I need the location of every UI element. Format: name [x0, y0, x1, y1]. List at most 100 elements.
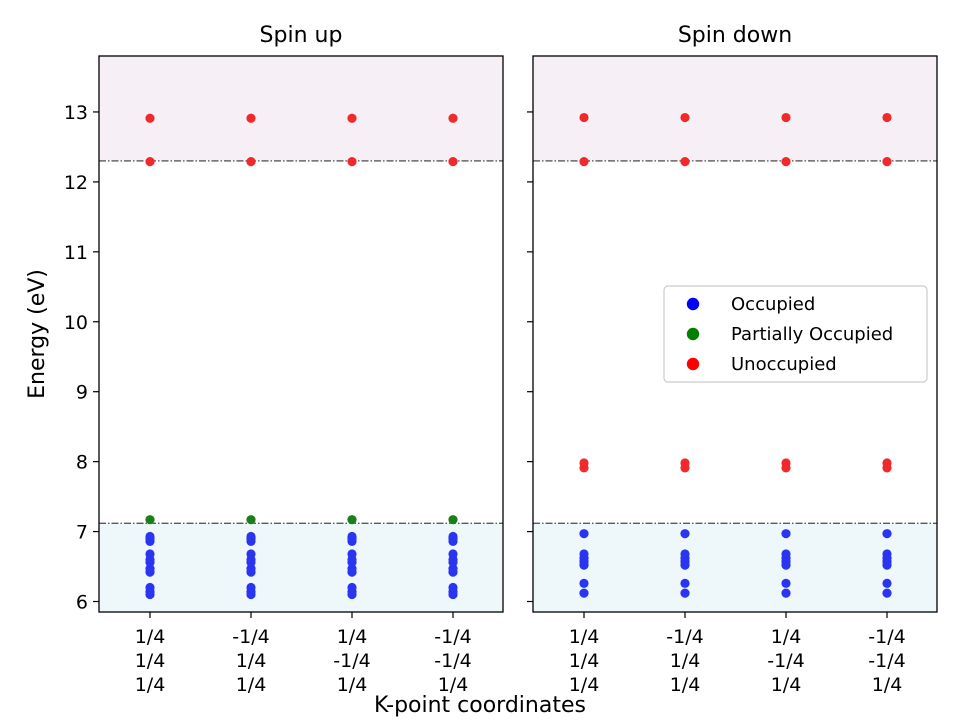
occupied-band	[533, 523, 937, 612]
unoccupied-point	[579, 458, 589, 468]
unoccupied-point	[882, 458, 892, 468]
x-tick-label: 1/4	[771, 674, 802, 696]
x-tick-label: -1/4	[666, 626, 703, 648]
occupied-point	[448, 531, 458, 542]
occupied-point	[448, 564, 458, 574]
x-tick-label: 1/4	[236, 674, 267, 696]
unoccupied-point	[347, 157, 357, 167]
legend-label: Unoccupied	[731, 354, 837, 375]
occupied-point	[145, 582, 155, 593]
unoccupied-point	[579, 157, 589, 167]
y-tick-label: 6	[76, 592, 88, 614]
panel-spin-down: 1/41/41/4-1/41/41/41/4-1/41/4-1/4-1/41/4…	[527, 23, 938, 696]
panel-title: Spin down	[678, 23, 792, 48]
y-tick-label: 11	[64, 242, 88, 264]
occupied-point	[448, 549, 458, 559]
unoccupied-point	[347, 113, 357, 123]
x-tick-label: 1/4	[135, 650, 166, 672]
occupied-point	[882, 529, 892, 539]
unoccupied-point	[680, 112, 690, 123]
partially-occupied-point	[246, 515, 256, 525]
occupied-point	[246, 549, 256, 559]
unoccupied-point	[781, 157, 791, 167]
x-tick-label: -1/4	[434, 626, 471, 648]
unoccupied-point	[882, 157, 892, 167]
y-tick-label: 10	[64, 312, 88, 334]
occupied-point	[680, 529, 690, 539]
x-tick-label: 1/4	[569, 674, 600, 696]
chart-panels: 6789101112131/41/41/4-1/41/41/41/4-1/41/…	[64, 23, 938, 696]
x-tick-label: 1/4	[337, 674, 368, 696]
occupied-point	[680, 588, 690, 598]
x-tick-label: 1/4	[337, 626, 368, 648]
plot-frame	[532, 55, 938, 613]
occupied-point	[246, 582, 256, 593]
panel-spin-up: 6789101112131/41/41/4-1/41/41/41/4-1/41/…	[64, 23, 504, 696]
occupied-point	[882, 588, 892, 598]
x-tick-label: 1/4	[135, 674, 166, 696]
occupied-point	[882, 578, 892, 588]
x-tick-label: 1/4	[135, 626, 166, 648]
x-tick-label: -1/4	[333, 650, 370, 672]
x-tick-label: -1/4	[767, 650, 804, 672]
x-tick-label: 1/4	[670, 650, 701, 672]
occupied-point	[781, 549, 791, 559]
occupied-point	[448, 582, 458, 593]
x-tick-label: -1/4	[868, 650, 905, 672]
unoccupied-point	[448, 157, 458, 167]
y-tick-label: 13	[64, 102, 88, 124]
occupied-point	[781, 529, 791, 539]
x-tick-label: 1/4	[872, 674, 903, 696]
occupied-point	[145, 531, 155, 542]
occupied-point	[579, 529, 589, 539]
x-tick-label: 1/4	[569, 650, 600, 672]
unoccupied-point	[579, 112, 589, 123]
unoccupied-point	[145, 113, 155, 123]
y-tick-label: 8	[76, 452, 88, 474]
occupied-point	[882, 549, 892, 559]
y-tick-label: 9	[76, 382, 88, 404]
plot-frame	[98, 55, 504, 613]
occupied-point	[145, 564, 155, 574]
x-tick-label: -1/4	[434, 650, 471, 672]
legend-marker	[686, 297, 700, 311]
partially-occupied-point	[448, 515, 458, 525]
unoccupied-point	[781, 112, 791, 123]
occupied-point	[680, 578, 690, 588]
occupied-point	[347, 549, 357, 559]
occupied-point	[145, 549, 155, 559]
occupied-point	[579, 578, 589, 588]
partially-occupied-point	[145, 515, 155, 525]
unoccupied-point	[680, 458, 690, 468]
occupied-point	[347, 531, 357, 542]
legend-marker	[686, 357, 700, 371]
legend-box	[663, 285, 928, 383]
unoccupied-point	[448, 113, 458, 123]
partially-occupied-point	[347, 515, 357, 525]
legend-marker	[686, 327, 700, 341]
legend-label: Partially Occupied	[731, 324, 893, 345]
occupied-point	[246, 531, 256, 542]
occupied-point	[781, 588, 791, 598]
legend: Occupied Partially Occupied Unoccupied	[663, 285, 928, 383]
x-tick-label: 1/4	[569, 626, 600, 648]
occupied-point	[579, 549, 589, 559]
occupied-point	[781, 578, 791, 588]
unoccupied-point	[246, 157, 256, 167]
occupied-band	[99, 523, 503, 612]
x-tick-label: 1/4	[670, 674, 701, 696]
occupied-point	[680, 549, 690, 559]
unoccupied-point	[246, 113, 256, 123]
occupied-point	[347, 582, 357, 593]
unoccupied-point	[882, 112, 892, 123]
occupied-point	[579, 588, 589, 598]
occupied-point	[347, 564, 357, 574]
x-axis-label: K-point coordinates	[374, 693, 586, 718]
unoccupied-band	[99, 56, 503, 161]
x-tick-label: 1/4	[771, 626, 802, 648]
x-tick-label: -1/4	[232, 626, 269, 648]
y-axis-label: Energy (eV)	[25, 269, 50, 399]
unoccupied-band	[533, 56, 937, 161]
occupied-point	[246, 564, 256, 574]
